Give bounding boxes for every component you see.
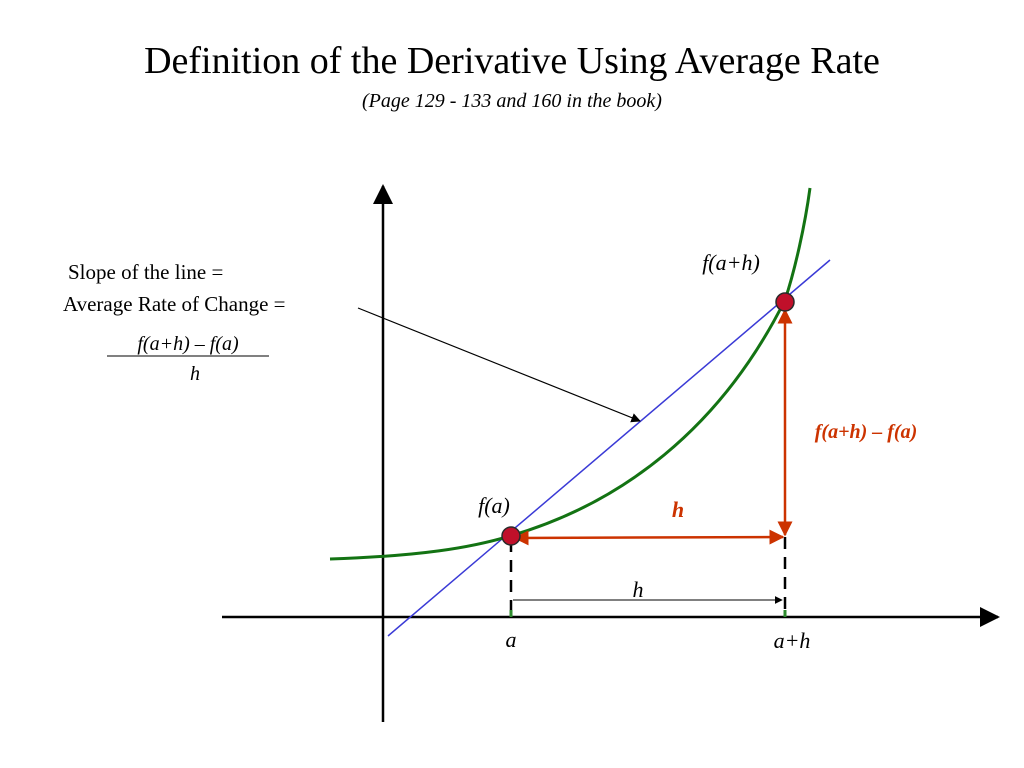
point-a-plus-h	[775, 292, 795, 312]
fraction-numerator: f(a+h) – f(a)	[137, 333, 239, 355]
fraction-denominator: h	[190, 363, 200, 385]
label-f-a: f(a)	[478, 493, 510, 518]
function-curve	[329, 187, 812, 561]
h-increment-arrow	[513, 529, 785, 546]
slope-label-line2: Average Rate of Change =	[63, 292, 286, 316]
point-a	[501, 526, 521, 546]
page-title: Definition of the Derivative Using Avera…	[144, 40, 880, 82]
page-subtitle: (Page 129 - 133 and 160 in the book)	[362, 90, 662, 112]
secant-line	[387, 259, 831, 637]
pointer-arrow	[357, 307, 641, 423]
label-a-plus-h: a+h	[774, 628, 811, 653]
label-h-red: h	[672, 497, 684, 522]
label-difference: f(a+h) – f(a)	[815, 421, 917, 443]
label-f-a-plus-h: f(a+h)	[702, 250, 760, 275]
label-a: a	[506, 627, 517, 652]
slope-label-line1: Slope of the line =	[68, 260, 223, 284]
label-h-black: h	[633, 577, 644, 602]
